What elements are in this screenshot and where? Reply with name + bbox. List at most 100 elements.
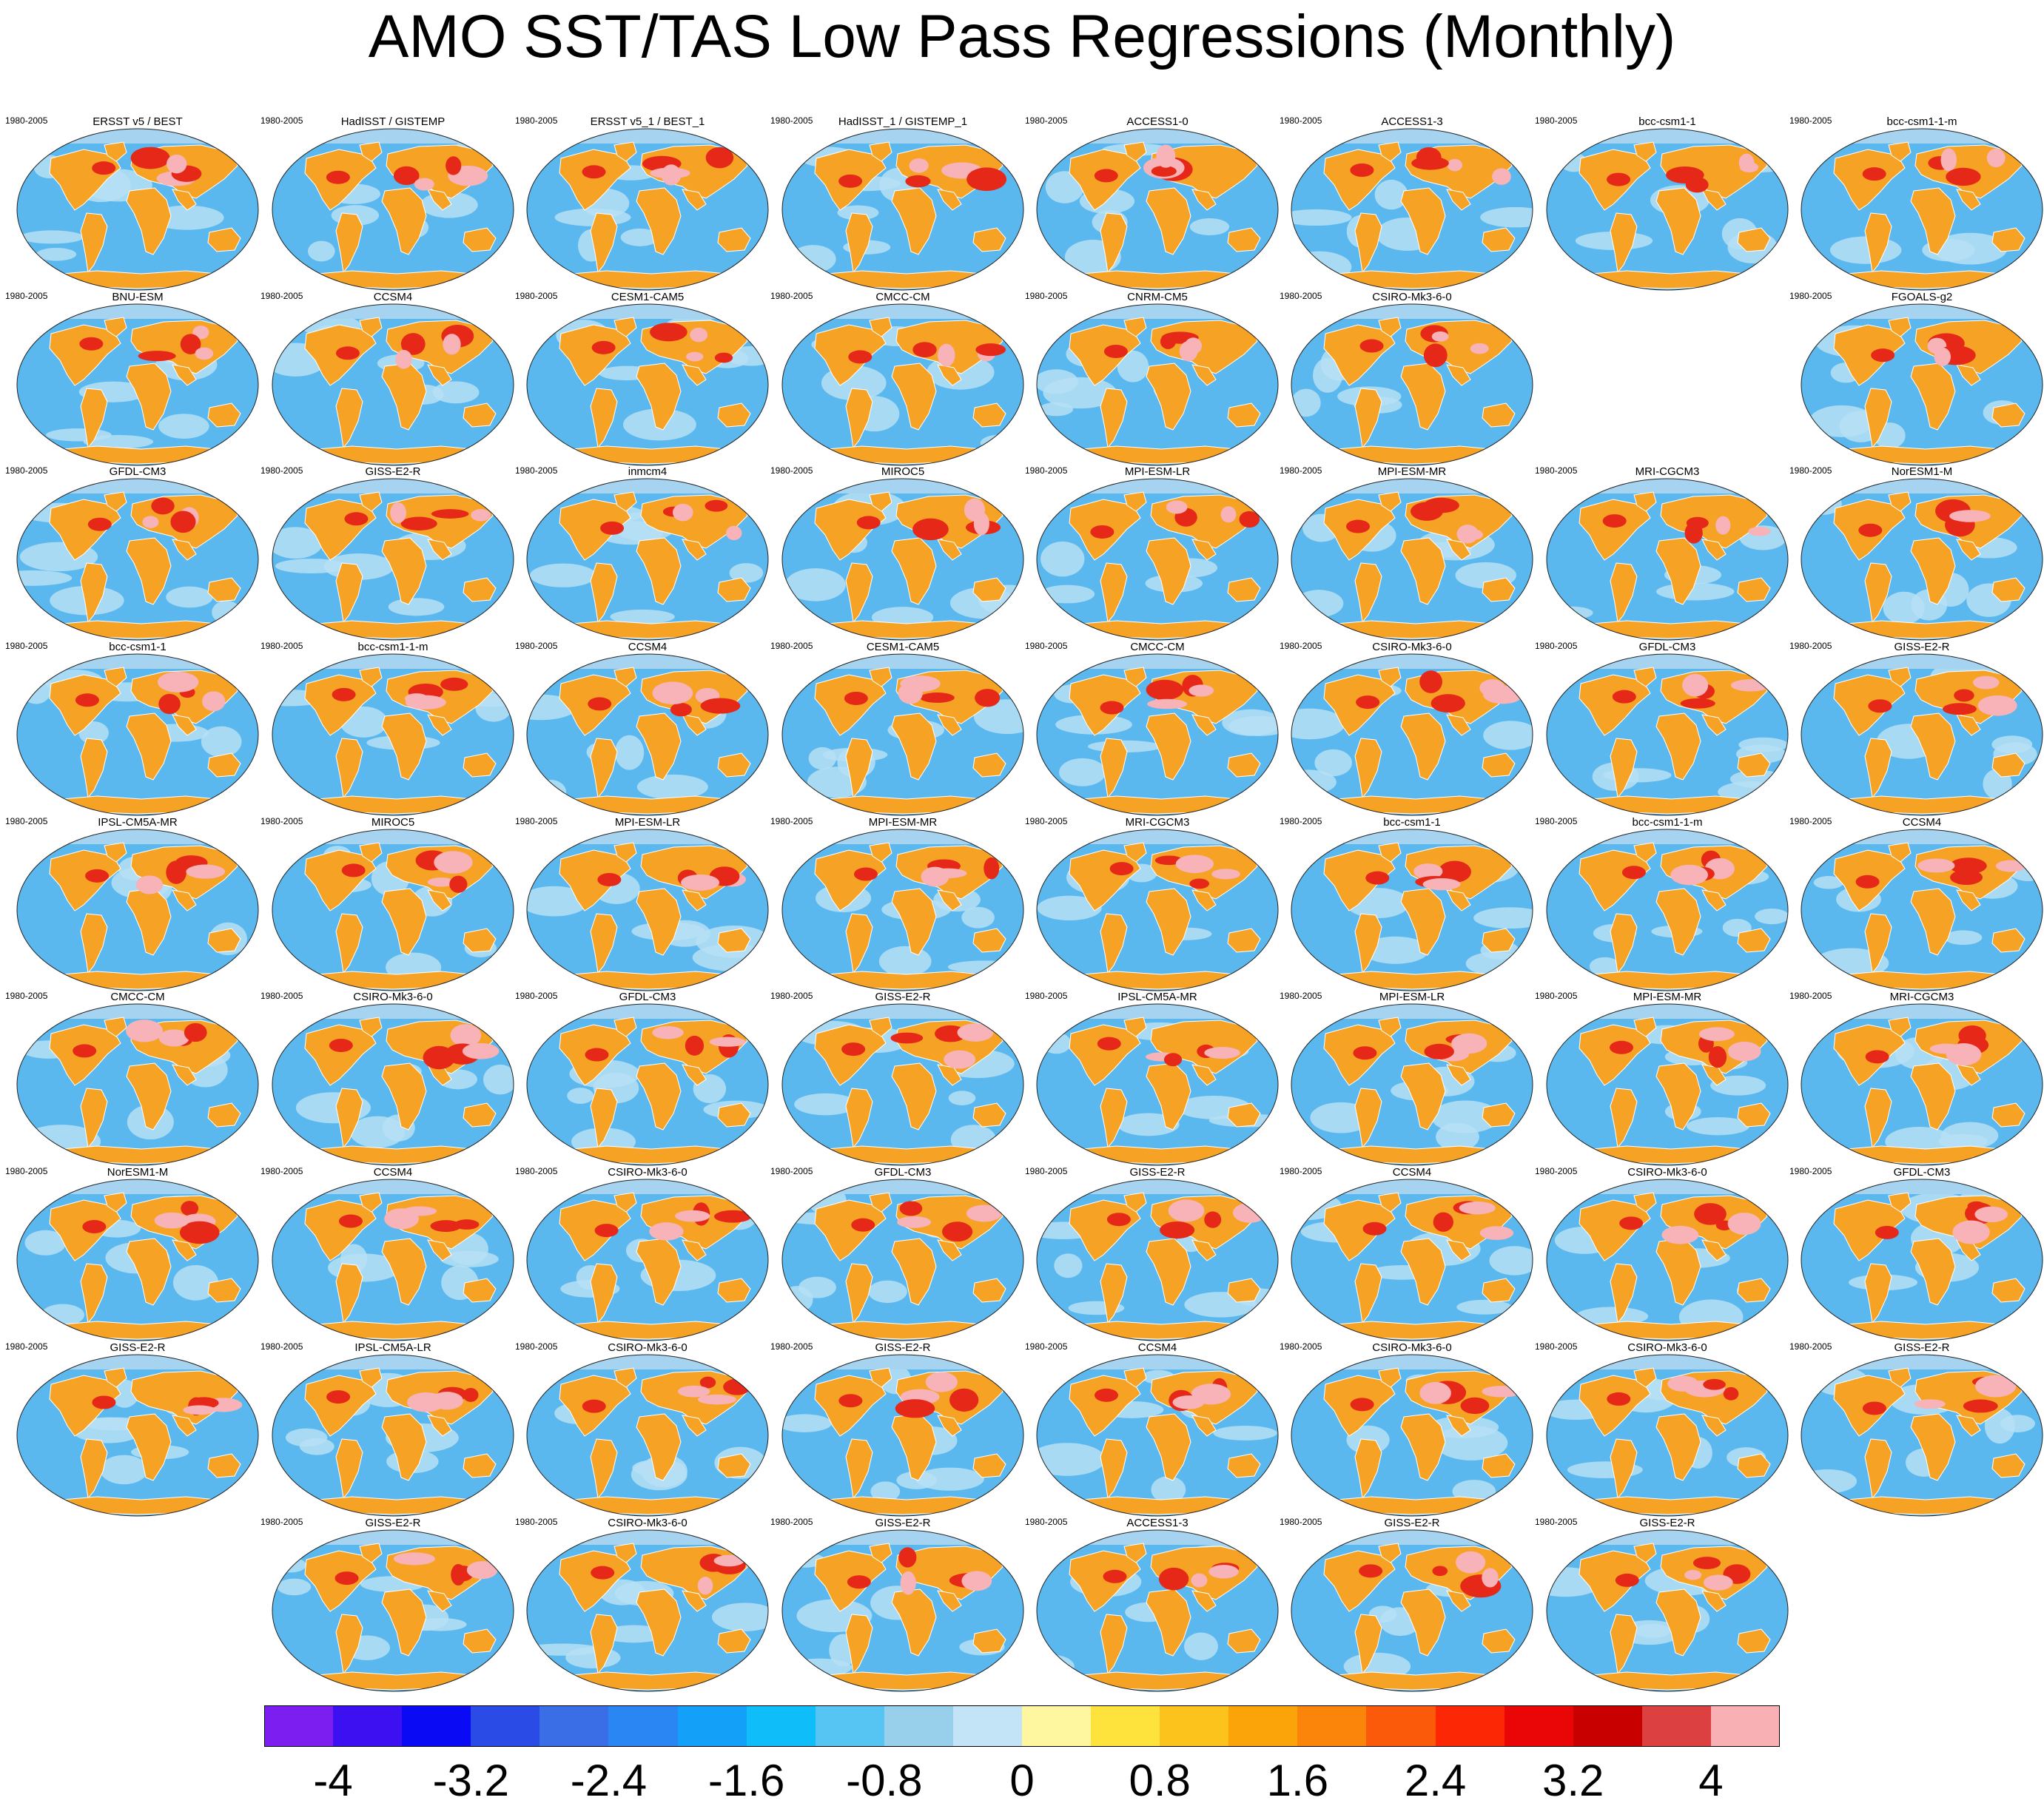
south-america-land bbox=[1354, 1438, 1382, 1500]
panel-title: GISS-E2-R bbox=[875, 1341, 931, 1354]
antarctica-land bbox=[1318, 620, 1507, 639]
panel-period: 1980-2005 bbox=[1280, 816, 1322, 826]
australia-land bbox=[1227, 227, 1261, 252]
map-panel: 1980-2005 BNU-ESM bbox=[5, 291, 260, 467]
arctic-band bbox=[17, 1004, 258, 1019]
warm-anomaly-patch bbox=[1172, 1395, 1205, 1409]
warm-anomaly-patch bbox=[848, 350, 873, 364]
map-content bbox=[272, 479, 514, 640]
greenland-land bbox=[613, 1017, 637, 1037]
arctic-band bbox=[17, 479, 258, 493]
regression-map bbox=[1036, 653, 1279, 816]
greenland-land bbox=[1378, 842, 1402, 863]
ocean-anomaly-patch bbox=[41, 1304, 85, 1326]
map-content bbox=[1547, 1004, 1788, 1165]
antarctica-land bbox=[554, 620, 743, 639]
panel-period: 1980-2005 bbox=[5, 1166, 48, 1176]
antarctica-land bbox=[299, 620, 488, 639]
map-outline bbox=[1546, 1179, 1789, 1341]
arctic-band bbox=[1547, 1004, 1788, 1019]
australia-land bbox=[972, 577, 1006, 602]
regression-map bbox=[16, 128, 259, 291]
map-content bbox=[1547, 1530, 1788, 1691]
south-america-land bbox=[335, 1438, 363, 1500]
ocean-anomaly-patch bbox=[948, 1091, 976, 1105]
panel-period: 1980-2005 bbox=[1789, 641, 1832, 651]
panel-title: ERSST v5 / BEST bbox=[93, 115, 183, 128]
map-content bbox=[1037, 479, 1278, 640]
greenland-land bbox=[1633, 491, 1657, 512]
panel-title: GFDL-CM3 bbox=[1893, 1166, 1951, 1179]
arabia-india-land bbox=[1701, 539, 1727, 561]
panel-period: 1980-2005 bbox=[1535, 1517, 1578, 1527]
warm-anomaly-patch bbox=[966, 1204, 1002, 1222]
warm-anomaly-patch bbox=[1154, 855, 1183, 866]
eurasia-land bbox=[640, 1370, 748, 1425]
africa-land bbox=[381, 1413, 427, 1481]
antarctica-land bbox=[1063, 1321, 1253, 1340]
warm-anomaly-patch bbox=[697, 1577, 713, 1595]
ocean-anomaly-patch bbox=[414, 1617, 467, 1631]
antarctica-land bbox=[554, 971, 743, 990]
warm-anomaly-patch bbox=[709, 1037, 746, 1047]
arctic-band bbox=[272, 654, 514, 669]
regression-map bbox=[1801, 1354, 2043, 1517]
map-panel: 1980-2005 CCSM4 bbox=[1280, 1166, 1534, 1342]
africa-land bbox=[1146, 1062, 1191, 1131]
africa-land bbox=[636, 187, 682, 255]
ocean-anomaly-patch bbox=[567, 1088, 594, 1104]
antarctica-land bbox=[44, 270, 233, 289]
arctic-band bbox=[1547, 129, 1788, 144]
map-panel: 1980-2005 GFDL-CM3 bbox=[770, 1166, 1025, 1342]
map-panel: 1980-2005 GISS-E2-R bbox=[1025, 1166, 1280, 1342]
south-america-land bbox=[845, 913, 873, 974]
south-america-land bbox=[590, 913, 618, 974]
ocean-anomaly-patch bbox=[1040, 584, 1095, 604]
panel-period: 1980-2005 bbox=[5, 465, 48, 476]
warm-anomaly-patch bbox=[1862, 167, 1886, 181]
map-content bbox=[1291, 1355, 1533, 1516]
australia-land bbox=[1227, 1278, 1261, 1303]
regression-map bbox=[1291, 303, 1533, 466]
africa-land bbox=[636, 1238, 682, 1306]
map-outline bbox=[1036, 128, 1279, 291]
ocean-anomaly-patch bbox=[1575, 1307, 1649, 1326]
warm-anomaly-patch bbox=[1151, 166, 1177, 177]
map-panel: 1980-2005 ACCESS1-3 bbox=[1025, 1517, 1280, 1693]
south-america-land bbox=[1100, 212, 1128, 274]
arctic-band bbox=[1547, 1179, 1788, 1194]
africa-land bbox=[381, 712, 427, 781]
australia-land bbox=[1482, 577, 1516, 602]
panel-period: 1980-2005 bbox=[5, 641, 48, 651]
map-outline bbox=[526, 1529, 769, 1692]
antarctica-land bbox=[1063, 270, 1253, 289]
south-america-land bbox=[1864, 562, 1892, 624]
arctic-band bbox=[1291, 1530, 1533, 1545]
warm-anomaly-patch bbox=[1184, 337, 1203, 354]
panel-title: CESM1-CAM5 bbox=[611, 291, 685, 303]
map-outline bbox=[1036, 478, 1279, 641]
ocean-anomaly-patch bbox=[1801, 1469, 1858, 1494]
greenland-land bbox=[1378, 141, 1402, 162]
australia-land bbox=[717, 1102, 751, 1128]
greenland-land bbox=[869, 1367, 892, 1388]
warm-anomaly-patch bbox=[652, 681, 693, 705]
south-america-land bbox=[1610, 738, 1638, 799]
australia-land bbox=[1991, 752, 2025, 778]
antarctica-land bbox=[1828, 1145, 2017, 1165]
warm-anomaly-patch bbox=[1917, 858, 1955, 873]
map-content bbox=[1547, 1355, 1788, 1516]
panel-title: FGOALS-g2 bbox=[1891, 291, 1953, 303]
australia-land bbox=[717, 1453, 751, 1478]
warm-anomaly-patch bbox=[942, 1222, 973, 1242]
warm-anomaly-patch bbox=[841, 1042, 866, 1057]
regression-map bbox=[781, 478, 1024, 641]
south-america-land bbox=[590, 1088, 618, 1149]
panel-title: GISS-E2-R bbox=[1384, 1517, 1440, 1529]
ocean-anomaly-patch bbox=[1059, 758, 1106, 786]
ocean-anomaly-patch bbox=[277, 1578, 312, 1596]
panel-title: bcc-csm1-1-m bbox=[357, 641, 428, 653]
warm-anomaly-patch bbox=[909, 158, 929, 173]
ocean-anomaly-patch bbox=[1151, 1476, 1186, 1503]
arctic-band bbox=[1037, 479, 1278, 493]
